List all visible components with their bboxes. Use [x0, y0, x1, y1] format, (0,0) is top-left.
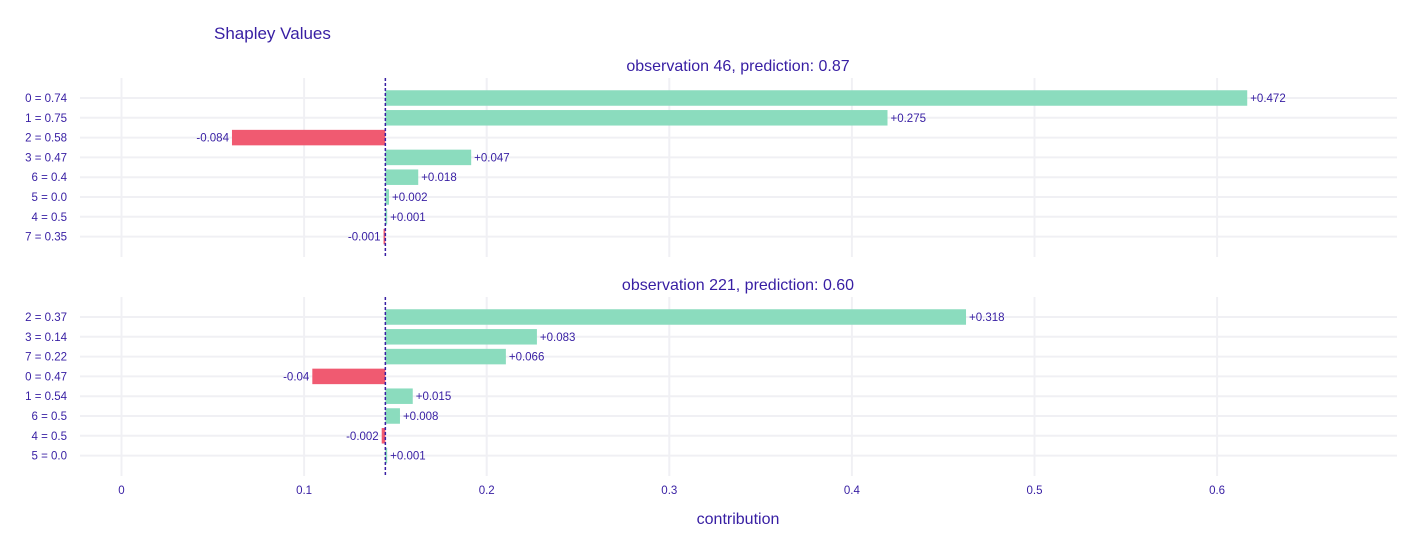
bar — [385, 189, 390, 205]
value-label: +0.472 — [1250, 93, 1286, 105]
category-label: 5 = 0.0 — [32, 192, 68, 204]
category-label: 3 = 0.47 — [25, 152, 67, 164]
value-label: +0.083 — [540, 332, 576, 344]
bar — [385, 329, 537, 345]
bar — [385, 388, 413, 404]
category-label: 0 = 0.47 — [25, 371, 67, 383]
value-label: -0.002 — [346, 431, 379, 443]
x-tick-label: 0 — [118, 485, 124, 497]
value-label: +0.015 — [416, 391, 452, 403]
value-label: +0.318 — [969, 312, 1005, 324]
category-label: 1 = 0.54 — [25, 391, 67, 403]
panel-2: observation 221, prediction: 0.60 2 = 0.3… — [25, 277, 1397, 476]
category-label: 1 = 0.75 — [25, 113, 67, 125]
category-label: 2 = 0.58 — [25, 133, 67, 145]
category-label: 3 = 0.14 — [25, 332, 67, 344]
bar — [385, 90, 1248, 106]
value-label: -0.084 — [196, 133, 229, 145]
bar — [385, 149, 472, 166]
value-label: -0.04 — [283, 371, 310, 383]
category-label: 7 = 0.35 — [25, 232, 67, 244]
bar — [312, 368, 386, 385]
panel-title: observation 46, prediction: 0.87 — [626, 58, 849, 75]
bar — [385, 309, 967, 325]
category-label: 6 = 0.4 — [32, 172, 68, 184]
x-tick-label: 0.2 — [479, 485, 495, 497]
bar — [385, 209, 388, 225]
value-label: +0.018 — [421, 172, 457, 184]
category-label: 4 = 0.5 — [32, 431, 68, 443]
panel-1: observation 46, prediction: 0.87 0 = 0.74… — [25, 58, 1397, 257]
bar — [381, 428, 386, 444]
value-label: +0.275 — [891, 113, 927, 125]
x-tick-label: 0.4 — [844, 485, 861, 497]
bar — [385, 169, 419, 185]
bar — [385, 408, 400, 424]
value-label: +0.001 — [390, 212, 426, 224]
category-label: 6 = 0.5 — [32, 411, 68, 423]
bar — [385, 348, 506, 365]
value-label: +0.066 — [509, 352, 545, 364]
category-label: 5 = 0.0 — [32, 451, 68, 463]
category-label: 2 = 0.37 — [25, 312, 67, 324]
x-tick-label: 0.6 — [1209, 485, 1225, 497]
x-tick-label: 0.1 — [296, 485, 312, 497]
chart-title: Shapley Values — [214, 24, 331, 43]
value-label: +0.047 — [474, 152, 510, 164]
category-label: 7 = 0.22 — [25, 352, 67, 364]
bar — [231, 129, 386, 146]
category-label: 0 = 0.74 — [25, 93, 67, 105]
value-label: +0.008 — [403, 411, 439, 423]
bar — [383, 228, 386, 245]
value-label: -0.001 — [348, 232, 381, 244]
x-tick-label: 0.5 — [1027, 485, 1043, 497]
x-axis-label: contribution — [697, 511, 780, 528]
bar — [385, 447, 388, 464]
value-label: +0.002 — [392, 192, 428, 204]
x-tick-label: 0.3 — [661, 485, 677, 497]
panel-title: observation 221, prediction: 0.60 — [622, 277, 854, 294]
category-label: 4 = 0.5 — [32, 212, 68, 224]
bar — [385, 110, 888, 126]
value-label: +0.001 — [390, 451, 426, 463]
